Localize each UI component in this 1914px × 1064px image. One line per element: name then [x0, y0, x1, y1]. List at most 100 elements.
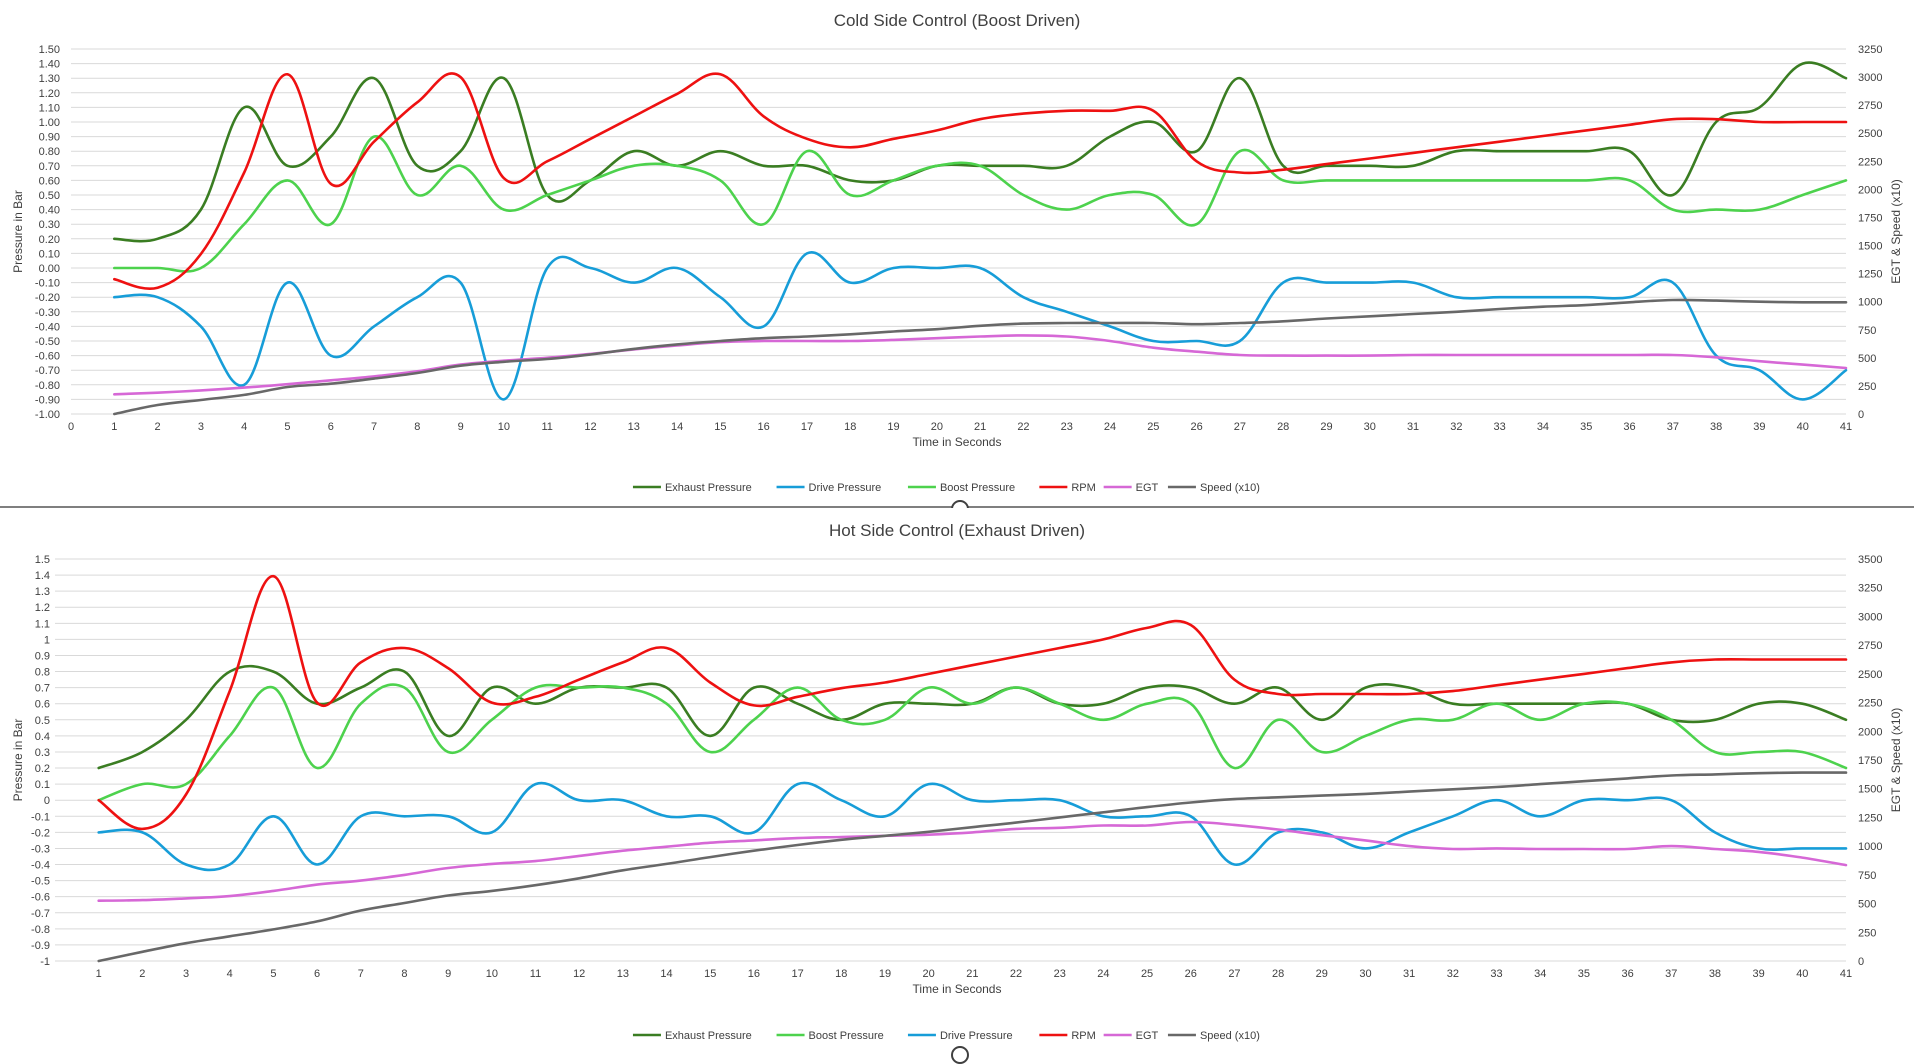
x-tick-label: 8: [414, 421, 420, 433]
legend-label: RPM: [1071, 1030, 1095, 1042]
legend-item[interactable]: Drive Pressure: [776, 482, 882, 494]
legend-item[interactable]: Boost Pressure: [776, 1030, 884, 1042]
y2-tick-label: 2500: [1858, 669, 1882, 681]
resize-handle-bottom[interactable]: [951, 1046, 969, 1064]
legend-item[interactable]: Boost Pressure: [907, 482, 1015, 494]
y-tick-label: 1.3: [35, 586, 50, 598]
x-tick-label: 41: [1840, 421, 1852, 433]
y2-tick-label: 3250: [1858, 44, 1882, 56]
y-tick-label: 0.90: [39, 132, 60, 144]
y2-tick-label: 250: [1858, 381, 1876, 393]
x-tick-label: 10: [498, 421, 510, 433]
legend-item[interactable]: RPM: [1039, 482, 1096, 494]
series-line-exhaust-pressure: [113, 61, 1848, 243]
legend-label: Drive Pressure: [940, 1030, 1013, 1042]
x-tick-label: 39: [1753, 968, 1765, 980]
legend-label: Drive Pressure: [809, 482, 882, 494]
legend-item[interactable]: Speed (x10): [1167, 482, 1260, 494]
chart-title: Hot Side Control (Exhaust Driven): [829, 521, 1085, 540]
y-tick-label: 0.10: [39, 248, 60, 260]
x-tick-label: 25: [1141, 968, 1153, 980]
y-tick-label: 0.20: [39, 234, 60, 246]
legend-label: Exhaust Pressure: [665, 482, 752, 494]
x-tick-label: 12: [573, 968, 585, 980]
legend-item[interactable]: Exhaust Pressure: [632, 482, 752, 494]
x-tick-label: 8: [401, 968, 407, 980]
x-tick-label: 22: [1017, 421, 1029, 433]
y2-tick-label: 2000: [1858, 726, 1882, 738]
x-tick-label: 20: [931, 421, 943, 433]
x-tick-label: 9: [458, 421, 464, 433]
y-tick-label: 1.00: [39, 117, 60, 129]
y-tick-label: 0.80: [39, 146, 60, 158]
y-tick-label: -1: [40, 956, 50, 968]
legend-item[interactable]: EGT: [1103, 482, 1159, 494]
legend-item[interactable]: Speed (x10): [1167, 1030, 1260, 1042]
x-tick-label: 40: [1797, 421, 1809, 433]
y-tick-label: -0.3: [31, 843, 50, 855]
x-tick-label: 37: [1665, 968, 1677, 980]
y2-tick-label: 750: [1858, 870, 1876, 882]
y-tick-label: -0.90: [35, 394, 60, 406]
series-line-egt: [97, 820, 1848, 902]
x-tick-label: 18: [835, 968, 847, 980]
y-tick-label: 0.1: [35, 779, 50, 791]
x-tick-label: 40: [1796, 968, 1808, 980]
y-tick-label: -0.50: [35, 336, 60, 348]
x-tick-label: 25: [1147, 421, 1159, 433]
x-tick-label: 9: [445, 968, 451, 980]
x-tick-label: 5: [270, 968, 276, 980]
x-tick-label: 19: [879, 968, 891, 980]
x-tick-label: 35: [1580, 421, 1592, 433]
x-tick-label: 19: [887, 421, 899, 433]
y-tick-label: 0.3: [35, 747, 50, 759]
y2-tick-label: 1500: [1858, 241, 1882, 253]
y-tick-label: -0.8: [31, 924, 50, 936]
series-line-rpm: [97, 574, 1848, 831]
series-line-boost-pressure: [113, 135, 1848, 273]
y-tick-label: -0.60: [35, 351, 60, 363]
y2-axis-title: EGT & Speed (x10): [1889, 179, 1903, 284]
x-tick-label: 1: [96, 968, 102, 980]
y-tick-label: -0.6: [31, 892, 50, 904]
y2-tick-label: 0: [1858, 956, 1864, 968]
legend-item[interactable]: Drive Pressure: [907, 1030, 1013, 1042]
y-tick-label: 1.2: [35, 602, 50, 614]
y2-tick-label: 1750: [1858, 755, 1882, 767]
y-tick-label: 1.30: [39, 73, 60, 85]
x-tick-label: 5: [284, 421, 290, 433]
y-tick-label: -0.20: [35, 292, 60, 304]
y2-tick-label: 2750: [1858, 100, 1882, 112]
y-axis-title: Pressure in Bar: [11, 190, 25, 273]
x-tick-label: 21: [974, 421, 986, 433]
y-tick-label: 0.2: [35, 763, 50, 775]
y-tick-label: 0.70: [39, 161, 60, 173]
y2-tick-label: 2500: [1858, 128, 1882, 140]
x-tick-label: 26: [1190, 421, 1202, 433]
x-tick-label: 3: [198, 421, 204, 433]
x-tick-label: 35: [1578, 968, 1590, 980]
legend-label: RPM: [1071, 482, 1095, 494]
legend-item[interactable]: RPM: [1039, 1030, 1096, 1042]
series-line-drive-pressure: [97, 781, 1848, 872]
legend-item[interactable]: EGT: [1103, 1030, 1159, 1042]
legend-label: Boost Pressure: [940, 482, 1015, 494]
y2-tick-label: 3250: [1858, 583, 1882, 595]
y-tick-label: 0.5: [35, 715, 50, 727]
y-tick-label: -1.00: [35, 409, 60, 421]
x-tick-label: 10: [486, 968, 498, 980]
y-tick-label: -0.1: [31, 811, 50, 823]
y2-tick-label: 1500: [1858, 784, 1882, 796]
x-tick-label: 6: [328, 421, 334, 433]
x-tick-label: 4: [227, 968, 233, 980]
y-tick-label: 0.8: [35, 667, 50, 679]
x-tick-label: 23: [1061, 421, 1073, 433]
x-tick-label: 38: [1709, 968, 1721, 980]
y2-axis-title: EGT & Speed (x10): [1889, 708, 1903, 813]
x-tick-label: 27: [1228, 968, 1240, 980]
y-axis-title: Pressure in Bar: [11, 719, 25, 802]
x-tick-label: 31: [1403, 968, 1415, 980]
x-tick-label: 20: [923, 968, 935, 980]
y-tick-label: 0.4: [35, 731, 50, 743]
legend-item[interactable]: Exhaust Pressure: [632, 1030, 752, 1042]
